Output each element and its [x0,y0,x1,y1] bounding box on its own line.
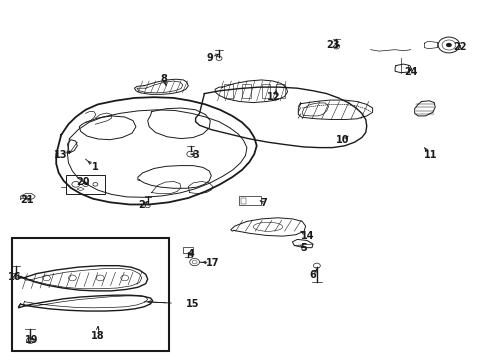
Text: 5: 5 [299,243,306,253]
Bar [261,84,270,98]
Text: 20: 20 [76,177,90,187]
Text: 14: 14 [301,231,314,241]
Text: 13: 13 [54,150,68,160]
Bar [242,84,250,98]
Circle shape [445,43,451,47]
Bar [224,84,232,98]
Bar [12,238,168,351]
Text: 8: 8 [160,74,167,84]
Text: 10: 10 [335,135,348,145]
Text: 19: 19 [25,335,39,345]
Text: 9: 9 [206,53,213,63]
Bar [183,247,193,253]
Text: 17: 17 [205,258,219,268]
Text: 23: 23 [325,40,339,50]
Text: 2: 2 [138,200,145,210]
Text: 22: 22 [452,42,466,52]
Bar [66,175,105,194]
Bar [276,84,285,98]
Text: 11: 11 [423,150,436,160]
Text: 16: 16 [8,272,21,282]
Text: 15: 15 [186,299,200,309]
Text: 24: 24 [403,67,417,77]
Text: 6: 6 [309,270,316,280]
Text: 4: 4 [187,249,194,259]
Text: 7: 7 [260,198,267,208]
Text: 21: 21 [20,195,34,205]
Text: 1: 1 [92,162,99,172]
Text: 12: 12 [266,92,280,102]
Text: 18: 18 [91,330,104,341]
Text: 3: 3 [192,150,199,160]
